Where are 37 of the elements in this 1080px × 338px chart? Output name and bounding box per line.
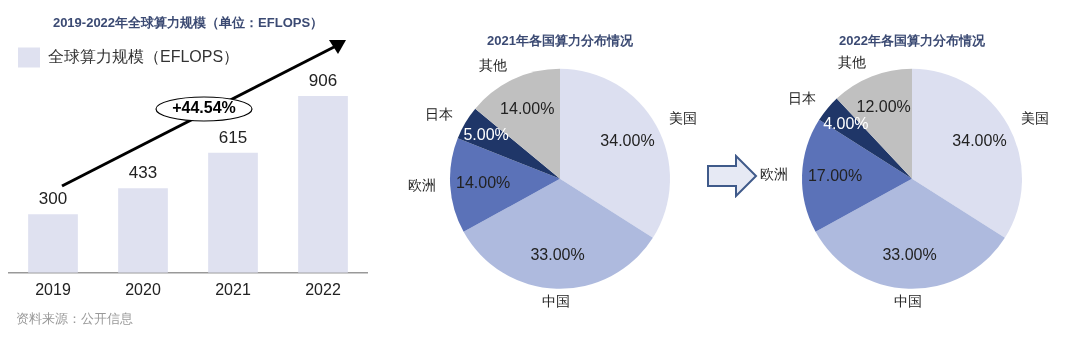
data-label: 300 xyxy=(38,189,68,209)
data-label: 433 xyxy=(128,163,158,183)
bar xyxy=(298,95,348,273)
chart-title: 2019-2022年全球算力规模（单位：EFLOPS） xyxy=(52,15,324,31)
slice-label: 中国 xyxy=(542,293,571,310)
slice-label: 日本 xyxy=(425,106,454,123)
chart-title: 2021年各国算力分布情况 xyxy=(487,33,634,49)
data-label: 14.00% xyxy=(500,99,555,117)
data-label: 33.00% xyxy=(530,246,585,264)
slice-label: 日本 xyxy=(788,90,817,107)
slice-label: 中国 xyxy=(894,293,923,310)
data-label: 14.00% xyxy=(456,174,511,192)
data-label: 33.00% xyxy=(882,246,937,264)
x-tick-label: 2021 xyxy=(215,280,251,298)
chart-title: 2022年各国算力分布情况 xyxy=(839,33,986,49)
annotation: +44.54% xyxy=(171,99,237,117)
x-tick-label: 2019 xyxy=(35,280,71,298)
slice-label: 其他 xyxy=(838,54,867,71)
data-label: 34.00% xyxy=(952,132,1007,150)
text: 资料来源：公开信息 xyxy=(16,310,133,328)
slice-label: 其他 xyxy=(479,57,508,74)
x-tick-label: 2022 xyxy=(305,280,341,298)
x-tick-label: 2020 xyxy=(125,280,161,298)
data-label: 34.00% xyxy=(600,132,655,150)
bar xyxy=(28,214,78,273)
bar xyxy=(118,188,168,273)
slice-label: 美国 xyxy=(668,109,697,126)
bar xyxy=(208,152,258,273)
data-label: 17.00% xyxy=(807,166,863,184)
slice-label: 欧洲 xyxy=(760,165,789,182)
slice-label: 美国 xyxy=(1020,109,1049,126)
data-label: 12.00% xyxy=(856,97,911,115)
slice-label: 欧洲 xyxy=(408,177,437,194)
legend-label: 全球算力规模（EFLOPS） xyxy=(48,48,240,66)
data-label: 615 xyxy=(218,127,248,147)
data-label: 906 xyxy=(308,71,338,91)
data-label: 5.00% xyxy=(463,125,509,143)
